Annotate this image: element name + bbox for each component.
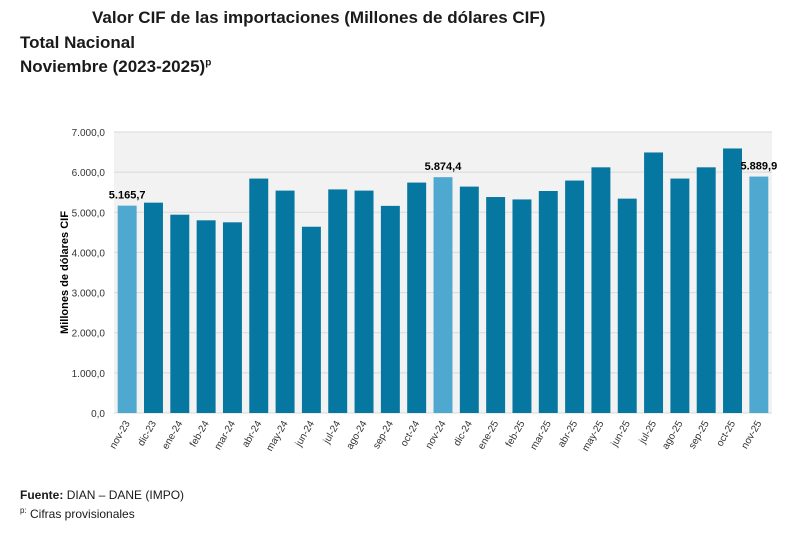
bar xyxy=(328,189,348,413)
data-label: 5.874,4 xyxy=(425,161,463,173)
x-tick-label: ene-24 xyxy=(160,419,185,452)
source-value: DIAN – DANE (IMPO) xyxy=(66,488,185,502)
x-tick-label: ago-25 xyxy=(660,419,685,452)
chart-title: Valor CIF de las importaciones (Millones… xyxy=(92,8,546,27)
x-tick-label: feb-25 xyxy=(504,419,528,449)
y-tick-label: 2.000,0 xyxy=(72,329,106,340)
x-tick-label: jul-25 xyxy=(637,419,659,447)
x-tick-label: nov-25 xyxy=(740,419,765,451)
y-tick-label: 3.000,0 xyxy=(72,289,106,300)
bar xyxy=(670,178,690,413)
x-tick-label: jun-25 xyxy=(609,419,633,450)
bar xyxy=(591,167,611,413)
x-tick-label: dic-24 xyxy=(452,419,475,448)
bar xyxy=(196,220,216,413)
y-tick-label: 6.000,0 xyxy=(72,168,106,179)
provisional-note-marker: p: xyxy=(20,506,27,515)
bar xyxy=(275,190,295,413)
bar xyxy=(249,178,269,413)
bar xyxy=(222,222,242,413)
x-tick-label: sep-24 xyxy=(371,419,396,451)
bar xyxy=(407,182,427,413)
bar xyxy=(565,180,585,413)
bar xyxy=(644,152,664,414)
x-tick-label: abr-24 xyxy=(240,419,264,450)
bar xyxy=(617,198,637,413)
x-tick-label: oct-25 xyxy=(715,419,739,449)
x-tick-label: dic-23 xyxy=(136,419,159,448)
x-tick-label: nov-24 xyxy=(424,419,449,451)
bar xyxy=(354,190,374,413)
provisional-note: p: Cifras provisionales xyxy=(20,506,135,521)
data-label: 5.889,9 xyxy=(740,161,777,173)
bar xyxy=(459,186,479,413)
provisional-note-text: Cifras provisionales xyxy=(30,507,135,521)
bar xyxy=(433,177,453,413)
x-tick-label: oct-24 xyxy=(399,419,423,449)
period-text: Noviembre (2023-2025) xyxy=(20,57,206,76)
provisional-marker: p xyxy=(205,57,212,69)
data-label: 5.165,7 xyxy=(109,190,146,202)
x-tick-label: jun-24 xyxy=(293,419,317,450)
x-tick-label: abr-25 xyxy=(556,419,580,450)
chart-subtitle-scope: Total Nacional xyxy=(20,33,135,52)
y-tick-label: 4.000,0 xyxy=(72,248,106,259)
bar xyxy=(512,199,532,413)
x-tick-label: nov-23 xyxy=(108,419,133,451)
bar xyxy=(170,214,190,413)
x-tick-label: may-25 xyxy=(580,419,606,454)
bar xyxy=(538,191,558,413)
bar xyxy=(723,148,742,414)
x-tick-label: jul-24 xyxy=(321,419,343,447)
bar xyxy=(696,167,716,413)
y-tick-label: 5.000,0 xyxy=(72,208,106,219)
source-label: Fuente: xyxy=(20,488,64,502)
x-tick-label: feb-24 xyxy=(188,419,212,449)
y-tick-label: 0,0 xyxy=(91,409,105,420)
source-note: Fuente: DIAN – DANE (IMPO) xyxy=(20,488,184,502)
x-tick-label: mar-25 xyxy=(529,419,555,452)
bar xyxy=(301,226,321,413)
y-axis-label: Millones de dólares CIF xyxy=(59,211,71,334)
x-tick-label: mar-24 xyxy=(213,419,239,452)
x-tick-label: ene-25 xyxy=(476,419,501,452)
bar xyxy=(380,205,400,413)
bar xyxy=(749,176,769,413)
bar xyxy=(144,202,163,413)
x-tick-label: may-24 xyxy=(264,419,290,454)
chart-subtitle-period: Noviembre (2023-2025)p xyxy=(20,57,211,77)
y-tick-label: 7.000,0 xyxy=(72,128,106,139)
bar xyxy=(486,197,506,413)
bar xyxy=(117,205,137,413)
y-tick-label: 1.000,0 xyxy=(72,369,106,380)
x-tick-label: sep-25 xyxy=(687,419,712,451)
x-tick-label: ago-24 xyxy=(345,419,370,452)
